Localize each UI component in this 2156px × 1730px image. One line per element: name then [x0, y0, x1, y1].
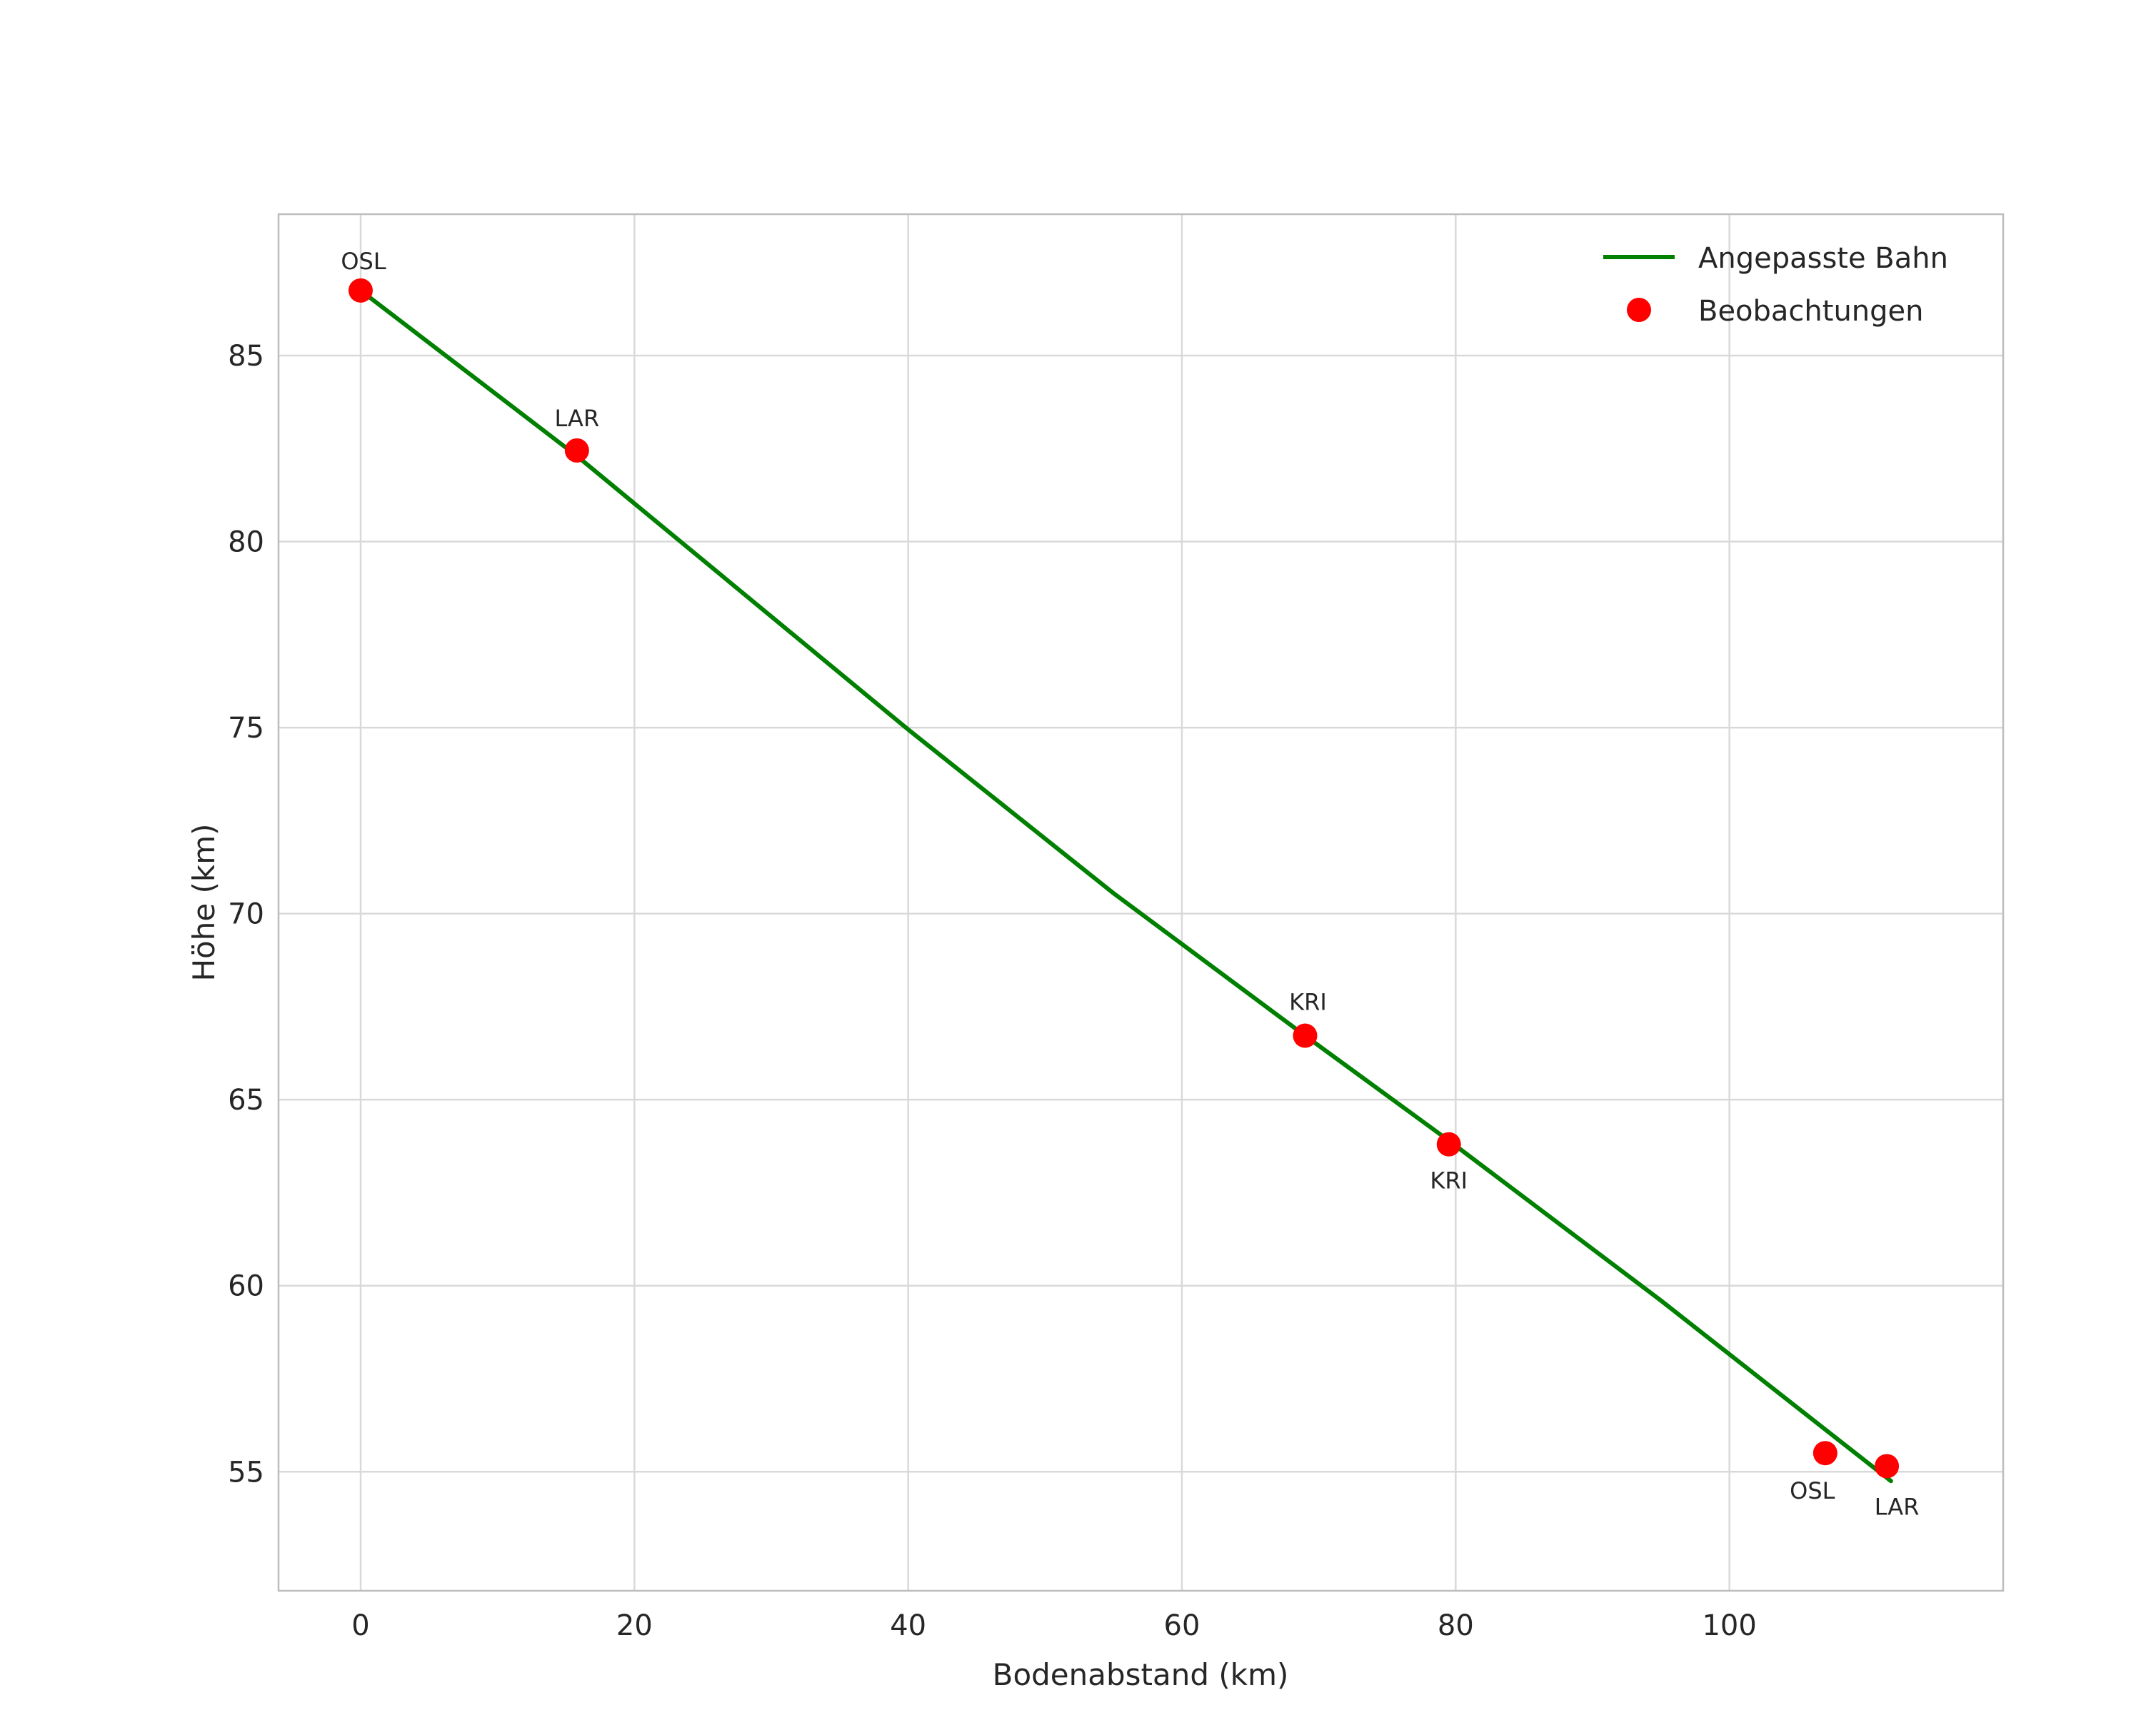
y-tick-label: 55: [228, 1456, 264, 1489]
data-point-label: OSL: [341, 248, 386, 275]
y-tick-label: 60: [228, 1270, 264, 1303]
y-tick-label: 65: [228, 1084, 264, 1117]
data-point-label: OSL: [1790, 1477, 1835, 1504]
x-tick-label: 40: [890, 1609, 926, 1642]
series-layer: OSL LAR KRI KRI OSL LAR: [341, 248, 1919, 1521]
data-point: [1293, 1023, 1318, 1048]
data-point: [349, 278, 373, 303]
legend-point-sample: [1627, 298, 1651, 322]
data-point: [1812, 1441, 1837, 1466]
legend-label-observations: Beobachtungen: [1698, 295, 1924, 328]
plot-border: [277, 213, 2005, 1592]
x-tick-label: 100: [1702, 1609, 1756, 1642]
data-point: [1875, 1454, 1900, 1479]
data-point: [1436, 1132, 1461, 1157]
y-tick-label: 70: [228, 898, 264, 931]
data-point-label: LAR: [554, 405, 599, 432]
y-tick-label: 80: [228, 526, 264, 559]
x-tick-label: 60: [1164, 1609, 1200, 1642]
legend: Angepasste Bahn Beobachtungen: [1603, 242, 1948, 328]
y-tick-label: 75: [228, 712, 264, 745]
plot-border-layer: [277, 213, 2005, 1592]
data-point-label: KRI: [1289, 989, 1327, 1016]
legend-label-fitted-path: Angepasste Bahn: [1698, 242, 1948, 275]
x-tick-label: 0: [351, 1609, 369, 1642]
x-tick-label: 20: [616, 1609, 653, 1642]
data-point-label: KRI: [1430, 1167, 1468, 1195]
y-axis-label: Höhe (km): [186, 823, 221, 981]
x-axis-label: Bodenabstand (km): [993, 1657, 1289, 1692]
grid-layer: [279, 214, 2003, 1591]
data-point: [564, 438, 589, 463]
tick-label-layer: 0 20 40 60 80 100 55 60 65 70 75 80 85: [228, 340, 1757, 1642]
y-tick-label: 85: [228, 340, 264, 373]
data-point-label: LAR: [1875, 1493, 1920, 1520]
fitted-trajectory-line: [359, 288, 1893, 1484]
x-tick-label: 80: [1438, 1609, 1474, 1642]
